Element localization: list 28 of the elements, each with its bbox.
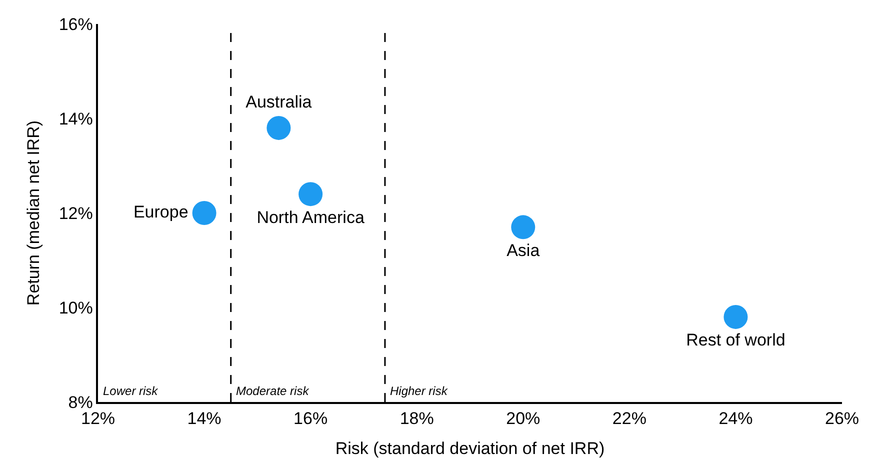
point	[511, 215, 536, 240]
x-axis-title: Risk (standard deviation of net IRR)	[335, 439, 605, 458]
point	[298, 182, 323, 206]
point	[266, 116, 291, 140]
y-tick-label: 8%	[68, 392, 93, 412]
x-tick-label: 20%	[506, 409, 540, 428]
series-label: Asia	[506, 240, 540, 260]
point	[192, 201, 216, 225]
x-tick-label: 18%	[400, 409, 434, 428]
x-tick-label: 22%	[612, 409, 646, 428]
x-tick-label: 16%	[294, 409, 328, 428]
series-label: North America	[256, 208, 365, 227]
annotation: Moderate risk	[236, 384, 310, 398]
series-label: Australia	[246, 92, 312, 112]
y-axis-title: Return (median net IRR)	[24, 120, 43, 306]
annotation: Higher risk	[390, 384, 448, 398]
series-label: Europe	[133, 202, 188, 222]
point	[724, 304, 748, 329]
x-tick-label: 14%	[187, 409, 222, 428]
y-tick-label: 14%	[58, 109, 93, 128]
x-tick-label: 24%	[718, 409, 753, 428]
x-tick-label: 26%	[824, 409, 860, 428]
y-tick-label: 12%	[58, 204, 93, 223]
y-tick-label: 16%	[58, 14, 93, 34]
x-tick-label: 12%	[80, 409, 116, 428]
series-label: Rest of world	[686, 330, 786, 350]
y-tick-label: 10%	[58, 298, 93, 318]
annotation: Lower risk	[103, 384, 159, 398]
